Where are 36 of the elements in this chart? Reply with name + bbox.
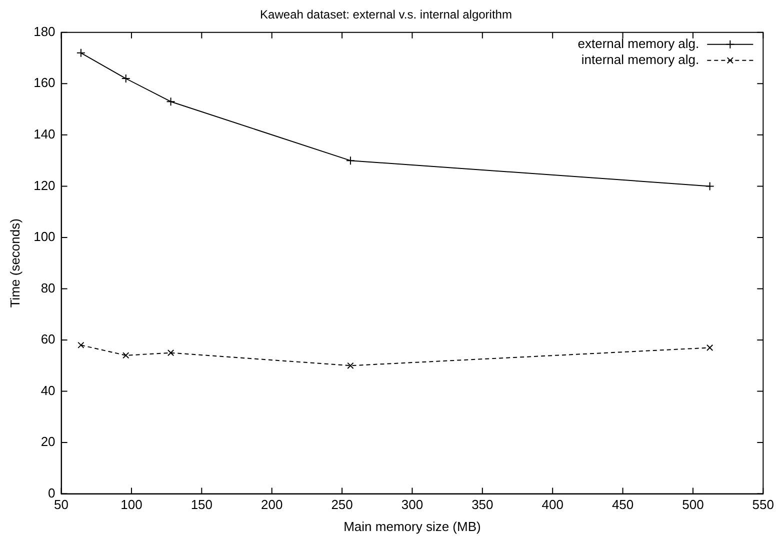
- point: [347, 362, 354, 369]
- x-tick-label: 150: [190, 497, 213, 512]
- y-tick-label: 40: [40, 382, 56, 398]
- legend-label: internal memory alg.: [581, 52, 700, 67]
- y-tick-label: 0: [48, 485, 56, 500]
- point: [346, 156, 355, 166]
- y-tick-label: 80: [40, 280, 56, 296]
- point: [121, 74, 130, 84]
- chart-title: Kaweah dataset: external v.s. internal algorithm: [260, 8, 512, 22]
- point: [122, 352, 130, 359]
- y-tick-label: 100: [34, 229, 56, 244]
- y-tick-label: 140: [34, 126, 56, 142]
- x-axis-title: Main memory size (MB): [344, 518, 481, 534]
- y-tick-label: 120: [34, 178, 56, 193]
- x-tick-label: 300: [401, 497, 424, 512]
- y-tick-label: 160: [34, 75, 56, 90]
- x-tick-label: 250: [331, 497, 353, 512]
- point: [166, 97, 176, 106]
- legend-label: external memory alg.: [578, 36, 700, 51]
- y-tick-label: 20: [40, 434, 56, 450]
- x-tick-label: 400: [542, 497, 564, 512]
- x-tick-label: 50: [54, 497, 69, 512]
- point: [706, 344, 714, 352]
- point: [167, 349, 174, 356]
- point: [705, 182, 714, 191]
- x-tick-label: 550: [752, 497, 774, 512]
- x-tick-label: 450: [612, 497, 634, 512]
- y-tick-label: 180: [34, 24, 56, 39]
- x-tick-label: 500: [682, 497, 704, 512]
- y-tick-label: 60: [40, 332, 56, 347]
- x-tick-label: 100: [120, 497, 142, 512]
- y-axis-title: Time (seconds): [7, 218, 22, 308]
- x-tick-label: 200: [261, 497, 283, 512]
- point: [78, 342, 84, 348]
- point: [76, 48, 86, 58]
- x-tick-label: 350: [472, 497, 494, 512]
